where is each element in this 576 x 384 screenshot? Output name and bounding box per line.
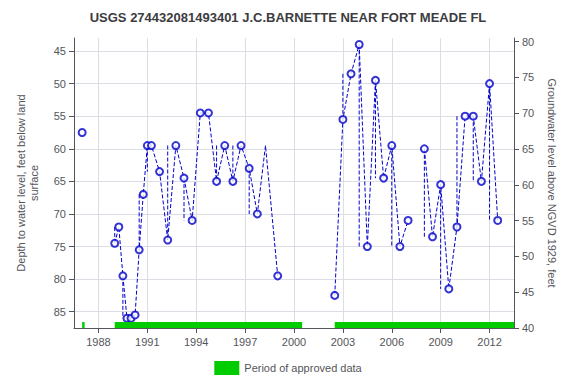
svg-text:Groundwater level above NGVD 1: Groundwater level above NGVD 1929, feet [546, 78, 558, 287]
svg-text:1997: 1997 [233, 336, 257, 348]
svg-text:55: 55 [54, 110, 66, 122]
svg-text:2009: 2009 [428, 336, 452, 348]
svg-text:65: 65 [522, 143, 534, 155]
svg-text:60: 60 [54, 143, 66, 155]
svg-text:55: 55 [522, 215, 534, 227]
svg-text:USGS 274432081493401 J.C.BARNE: USGS 274432081493401 J.C.BARNETTE NEAR F… [90, 10, 487, 25]
svg-text:45: 45 [54, 45, 66, 57]
svg-text:1988: 1988 [86, 336, 110, 348]
svg-text:Depth to water level, feet bel: Depth to water level, feet below land [15, 94, 27, 271]
svg-text:70: 70 [54, 208, 66, 220]
svg-text:80: 80 [54, 273, 66, 285]
svg-text:50: 50 [54, 78, 66, 90]
svg-text:2003: 2003 [331, 336, 355, 348]
svg-text:1991: 1991 [135, 336, 159, 348]
svg-text:70: 70 [522, 107, 534, 119]
svg-text:40: 40 [522, 322, 534, 334]
svg-text:2006: 2006 [380, 336, 404, 348]
svg-text:2000: 2000 [282, 336, 306, 348]
svg-text:75: 75 [54, 241, 66, 253]
svg-text:2012: 2012 [477, 336, 501, 348]
svg-text:65: 65 [54, 175, 66, 187]
svg-text:85: 85 [54, 306, 66, 318]
svg-text:1994: 1994 [184, 336, 208, 348]
svg-text:45: 45 [522, 286, 534, 298]
svg-text:75: 75 [522, 71, 534, 83]
svg-text:Period of approved data: Period of approved data [244, 362, 362, 374]
svg-text:60: 60 [522, 179, 534, 191]
svg-text:surface: surface [28, 165, 40, 201]
svg-text:80: 80 [522, 36, 534, 48]
svg-text:50: 50 [522, 250, 534, 262]
